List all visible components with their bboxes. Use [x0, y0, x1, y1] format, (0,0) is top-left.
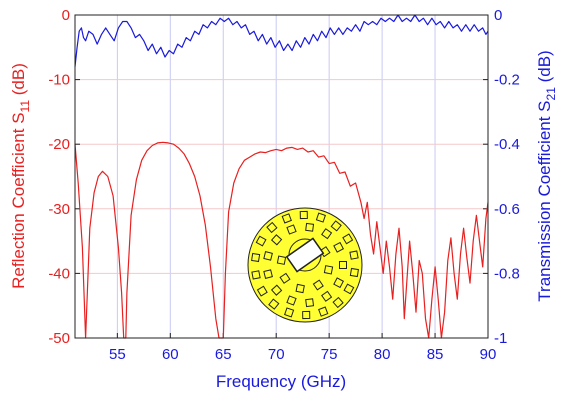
inset-square — [315, 212, 326, 223]
y-right-tick-label: 0 — [494, 7, 502, 24]
tick-labels: 55 60 65 70 75 80 85 90 0 -10 -20 -30 -40 -50 0 -0.2 -0.… — [48, 7, 520, 363]
y-left-tick-label: -20 — [48, 136, 70, 153]
y-right-tick-label: -0.6 — [494, 201, 520, 218]
inset-square — [284, 307, 295, 318]
inset-square — [281, 213, 292, 224]
inset-square — [263, 269, 273, 279]
inset-square — [256, 285, 268, 297]
y-axis-right-title-unit: (dB) — [535, 50, 554, 87]
inset-square — [312, 279, 324, 291]
inset-square — [251, 270, 261, 280]
inset-square — [333, 241, 345, 253]
x-tick-label: 55 — [109, 346, 126, 363]
y-axis-right-title-main: Transmission Coefficient S — [535, 100, 554, 301]
inset-square — [263, 251, 273, 261]
s21-line — [74, 14, 489, 67]
inset-square — [270, 284, 283, 296]
inset-square — [323, 265, 334, 275]
x-axis-title: Frequency (GHz) — [216, 372, 346, 391]
inset-square — [295, 283, 305, 294]
y-axis-left-title: Reflection Coefficient S11 (dB) — [9, 63, 32, 289]
inset-square — [321, 290, 333, 302]
inset-squares — [251, 210, 359, 320]
y-axis-left-title-main: Reflection Coefficient S — [9, 112, 28, 288]
y-left-tick-label: 0 — [62, 7, 70, 24]
inset-square — [349, 250, 359, 260]
inset-square — [343, 283, 355, 295]
inset-square — [333, 277, 345, 289]
inset-square — [342, 233, 354, 245]
y-left-tick-label: -50 — [48, 330, 70, 347]
inset-slot — [285, 237, 325, 273]
inset-square — [339, 261, 347, 269]
inset-square — [349, 267, 359, 278]
inset-square — [268, 298, 280, 310]
x-tick-label: 65 — [215, 346, 232, 363]
inset-square — [279, 272, 291, 284]
inset-square — [332, 296, 344, 309]
inset-square — [276, 255, 287, 265]
y-axis-left-title-subscript: 11 — [18, 100, 32, 113]
inset-square — [302, 310, 311, 320]
x-tick-label: 60 — [162, 346, 179, 363]
inset-square — [321, 228, 333, 240]
inset-illustration — [247, 207, 363, 323]
inset-square — [299, 210, 308, 220]
y-axis-right-title-subscript: 21 — [544, 87, 558, 101]
inset-square — [266, 221, 278, 234]
y-left-tick-label: -10 — [48, 72, 70, 89]
s11-line — [74, 141, 489, 339]
x-tick-label: 85 — [427, 346, 444, 363]
inset-square — [286, 224, 297, 235]
y-right-tick-label: -1 — [494, 330, 507, 347]
inset-square — [330, 220, 342, 232]
y-left-tick-label: -40 — [48, 265, 70, 282]
inset-square — [255, 235, 267, 247]
x-tick-label: 80 — [374, 346, 391, 363]
x-tick-label: 70 — [268, 346, 285, 363]
x-tick-label: 90 — [480, 346, 497, 363]
x-tick-label: 75 — [321, 346, 338, 363]
y-axis-right-title: Transmission Coefficient S21 (dB) — [535, 50, 558, 301]
inset-square — [318, 306, 329, 317]
y-left-tick-label: -30 — [48, 201, 70, 218]
y-right-tick-label: -0.4 — [494, 136, 520, 153]
inset-square — [305, 222, 315, 232]
inset-square — [251, 252, 261, 263]
plot-frame — [74, 14, 489, 339]
y-axis-left-title-unit: (dB) — [9, 63, 28, 100]
inset-square — [286, 295, 297, 306]
series-layer — [74, 14, 489, 339]
inset-square — [270, 234, 283, 246]
y-right-tick-label: -0.2 — [494, 72, 520, 89]
y-right-tick-label: -0.8 — [494, 265, 520, 282]
inset-square — [305, 298, 315, 308]
